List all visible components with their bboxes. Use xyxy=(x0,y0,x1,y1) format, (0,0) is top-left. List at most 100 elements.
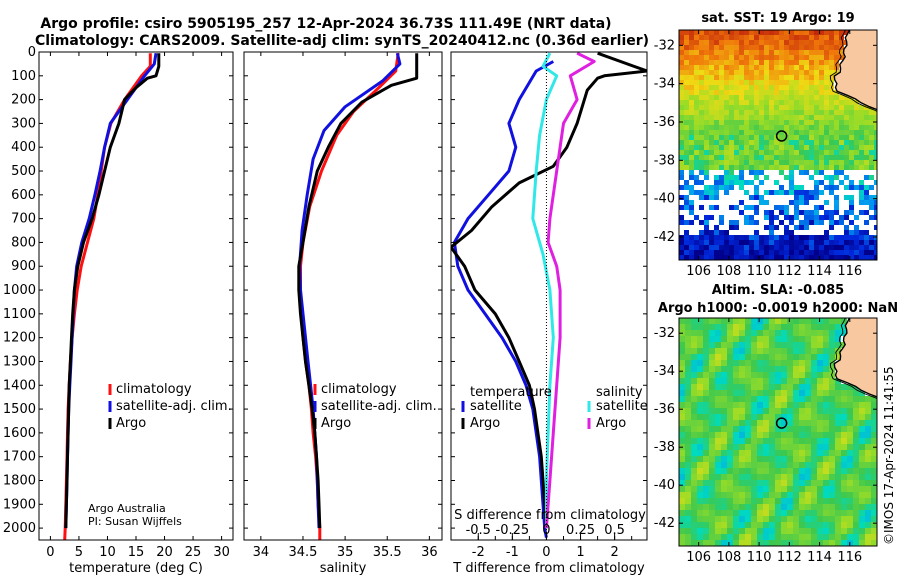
map-cell xyxy=(769,250,774,255)
map-cell xyxy=(764,55,769,60)
map-cell xyxy=(721,426,727,432)
map-cell xyxy=(704,255,709,260)
map-cell xyxy=(794,225,799,230)
map-cell xyxy=(745,486,751,492)
map-cell xyxy=(727,528,733,534)
map-cell xyxy=(859,426,865,432)
map-cell xyxy=(719,85,724,90)
map-cell xyxy=(679,95,684,100)
map-cell xyxy=(691,444,697,450)
map-cell xyxy=(775,366,781,372)
map-cell xyxy=(709,438,715,444)
map-cell xyxy=(727,492,733,498)
map-cell xyxy=(739,462,745,468)
map-cell xyxy=(684,130,689,135)
map-cell xyxy=(757,330,763,336)
map-cell xyxy=(691,318,697,324)
map-cell xyxy=(769,45,774,50)
map-cell xyxy=(817,498,823,504)
map-cell xyxy=(871,528,877,534)
map-cell xyxy=(835,348,841,354)
map-cell xyxy=(817,432,823,438)
map-cell xyxy=(824,165,829,170)
map-cell xyxy=(757,360,763,366)
map-cell xyxy=(775,360,781,366)
map-cell xyxy=(739,250,744,255)
map-cell xyxy=(859,185,864,190)
map-cell xyxy=(829,336,835,342)
map-cell xyxy=(853,450,859,456)
map-cell xyxy=(865,420,871,426)
map-cell xyxy=(834,150,839,155)
map-cell xyxy=(679,75,684,80)
map-cell xyxy=(824,50,829,55)
map-cell xyxy=(759,145,764,150)
map-cell xyxy=(691,540,697,546)
map-cell xyxy=(699,95,704,100)
map-cell xyxy=(793,420,799,426)
map-cell xyxy=(787,408,793,414)
map-cell xyxy=(787,402,793,408)
map-cell xyxy=(804,135,809,140)
map-cell xyxy=(745,360,751,366)
map-cell xyxy=(859,120,864,125)
map-cell xyxy=(793,438,799,444)
map-cell xyxy=(763,444,769,450)
map-cell xyxy=(805,432,811,438)
map-cell xyxy=(844,135,849,140)
map-cell xyxy=(804,235,809,240)
map-cell xyxy=(799,35,804,40)
map-cell xyxy=(691,372,697,378)
map-x-tick-label: 114 xyxy=(807,550,832,565)
map-cell xyxy=(849,155,854,160)
map-cell xyxy=(824,105,829,110)
map-cell xyxy=(715,444,721,450)
map-cell xyxy=(751,492,757,498)
map-cell xyxy=(724,155,729,160)
map-cell xyxy=(804,55,809,60)
map-cell xyxy=(814,140,819,145)
map-cell xyxy=(805,318,811,324)
map-cell xyxy=(703,426,709,432)
map-cell xyxy=(784,165,789,170)
map-cell xyxy=(854,155,859,160)
map-cell xyxy=(811,498,817,504)
map-cell xyxy=(739,155,744,160)
map-cell xyxy=(703,486,709,492)
map-cell xyxy=(691,378,697,384)
map-cell xyxy=(779,190,784,195)
map-cell xyxy=(787,384,793,390)
map-cell xyxy=(739,135,744,140)
map-cell xyxy=(823,438,829,444)
map-cell xyxy=(721,354,727,360)
map-cell xyxy=(864,120,869,125)
map-cell xyxy=(734,245,739,250)
map-cell xyxy=(691,474,697,480)
map-cell xyxy=(853,480,859,486)
map-cell xyxy=(769,432,775,438)
map-cell xyxy=(709,65,714,70)
map-cell xyxy=(805,396,811,402)
map-cell xyxy=(787,372,793,378)
map-cell xyxy=(779,35,784,40)
map-cell xyxy=(809,130,814,135)
map-cell xyxy=(865,450,871,456)
map-cell xyxy=(734,65,739,70)
map-cell xyxy=(763,360,769,366)
map-cell xyxy=(709,120,714,125)
map-cell xyxy=(715,402,721,408)
map-cell xyxy=(714,240,719,245)
map-cell xyxy=(859,498,865,504)
map-cell xyxy=(721,384,727,390)
map-cell xyxy=(727,438,733,444)
map-cell xyxy=(841,390,847,396)
map-cell xyxy=(865,504,871,510)
map-cell xyxy=(823,474,829,480)
map-cell xyxy=(823,528,829,534)
map-cell xyxy=(733,330,739,336)
map-cell xyxy=(823,426,829,432)
map-cell xyxy=(787,336,793,342)
map-cell xyxy=(769,330,775,336)
map-cell xyxy=(715,432,721,438)
map-cell xyxy=(805,408,811,414)
